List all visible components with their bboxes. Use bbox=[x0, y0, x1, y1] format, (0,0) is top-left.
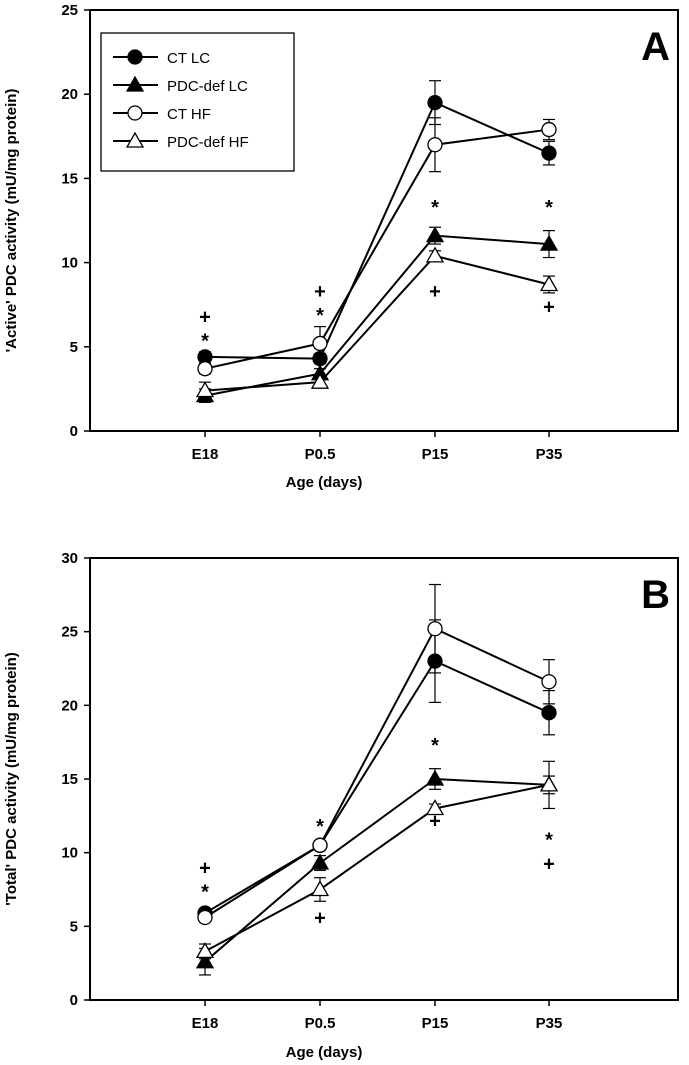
x-tick-label: P35 bbox=[536, 446, 563, 463]
data-point bbox=[425, 769, 445, 786]
panel-label: A bbox=[641, 25, 670, 69]
series-pdc-def-hf bbox=[195, 246, 559, 400]
x-tick-label: P0.5 bbox=[305, 1015, 336, 1032]
data-point bbox=[197, 909, 213, 926]
x-tick-label: P35 bbox=[536, 1015, 563, 1032]
significance-asterisk: * bbox=[545, 829, 553, 851]
legend-marker bbox=[127, 49, 143, 65]
y-axis-label: 'Active' PDC activity (mU/mg protein) bbox=[3, 89, 20, 353]
series-line bbox=[204, 783, 550, 953]
x-axis-label: Age (days) bbox=[286, 474, 363, 491]
x-axis-label: Age (days) bbox=[286, 1044, 363, 1061]
series-pdc-def-lc bbox=[195, 226, 559, 403]
significance-plus: + bbox=[429, 281, 441, 303]
panel-a: 0 5 10 15 20 25 E18 P0.5 P15 P35 Age (days) 'Active… bbox=[3, 2, 679, 491]
data-point bbox=[539, 275, 559, 292]
legend-label: CT LC bbox=[167, 50, 210, 67]
significance-plus: + bbox=[543, 853, 555, 875]
data-point bbox=[541, 145, 557, 161]
data-point bbox=[425, 226, 445, 243]
series-line bbox=[204, 627, 550, 919]
series-ct-lc bbox=[197, 80, 557, 367]
x-tick-label: P15 bbox=[422, 1015, 449, 1032]
significance-plus: + bbox=[314, 907, 326, 929]
series-line bbox=[204, 128, 550, 370]
significance-asterisk: * bbox=[316, 816, 324, 838]
series-ct-hf bbox=[197, 583, 557, 926]
y-tick-label: 25 bbox=[61, 624, 78, 641]
legend-label: CT HF bbox=[167, 106, 211, 123]
data-point bbox=[541, 121, 557, 138]
data-point bbox=[310, 880, 330, 897]
legend-marker bbox=[125, 131, 145, 148]
y-tick-label: 10 bbox=[61, 255, 78, 272]
data-point bbox=[312, 335, 328, 352]
series-ct-lc bbox=[197, 619, 557, 921]
series-pdc-def-lc bbox=[195, 768, 559, 976]
series-ct-hf bbox=[197, 117, 557, 377]
y-tick-label: 15 bbox=[61, 170, 78, 187]
y-tick-label: 25 bbox=[61, 2, 78, 19]
x-tick-label: E18 bbox=[192, 446, 219, 463]
data-point bbox=[197, 361, 213, 377]
legend-marker bbox=[125, 75, 145, 92]
data-point bbox=[427, 137, 443, 153]
y-axis-label: 'Total' PDC activity (mU/mg protein) bbox=[3, 652, 20, 906]
panel-b: 0 5 10 15 20 25 30 E18 P0.5 P15 P35 Age (days) 'Tota… bbox=[3, 550, 679, 1061]
series-line bbox=[204, 659, 550, 914]
legend-marker bbox=[127, 105, 143, 121]
panel-label: B bbox=[641, 573, 670, 617]
y-tick-label: 10 bbox=[61, 845, 78, 862]
series-line bbox=[204, 234, 550, 397]
data-point bbox=[541, 705, 557, 721]
y-tick-label: 5 bbox=[70, 339, 78, 356]
data-point bbox=[195, 381, 215, 398]
data-point bbox=[427, 621, 443, 637]
y-tick-label: 30 bbox=[61, 550, 78, 567]
y-tick-label: 0 bbox=[70, 423, 78, 440]
series-line bbox=[204, 254, 550, 392]
x-tick-label: P15 bbox=[422, 446, 449, 463]
data-point bbox=[195, 942, 215, 959]
y-tick-label: 0 bbox=[70, 992, 78, 1009]
significance-plus: + bbox=[543, 296, 555, 318]
data-point bbox=[425, 246, 445, 263]
legend: CT LC PDC-def LC CT HF PDC-def HF bbox=[100, 32, 295, 172]
plot-frame bbox=[89, 557, 679, 1001]
significance-asterisk: * bbox=[201, 330, 209, 352]
significance-asterisk: * bbox=[431, 197, 439, 219]
data-point bbox=[539, 775, 559, 792]
series-pdc-def-hf bbox=[195, 760, 559, 960]
significance-plus: + bbox=[199, 857, 211, 879]
legend-label: PDC-def LC bbox=[167, 78, 248, 95]
data-point bbox=[541, 674, 557, 690]
significance-asterisk: * bbox=[316, 305, 324, 327]
significance-plus: + bbox=[429, 810, 441, 832]
data-point bbox=[425, 799, 445, 816]
y-tick-label: 15 bbox=[61, 771, 78, 788]
significance-asterisk: * bbox=[545, 197, 553, 219]
data-point bbox=[195, 952, 215, 969]
significance-plus: + bbox=[199, 306, 211, 328]
y-tick-label: 5 bbox=[70, 918, 78, 935]
significance-asterisk: * bbox=[201, 881, 209, 903]
x-tick-label: E18 bbox=[192, 1015, 219, 1032]
y-tick-label: 20 bbox=[61, 697, 78, 714]
series-line bbox=[204, 777, 550, 963]
data-point bbox=[310, 853, 330, 870]
data-point bbox=[312, 837, 328, 853]
plot-frame bbox=[89, 9, 679, 432]
series-line bbox=[204, 101, 550, 360]
y-tick-label: 20 bbox=[61, 86, 78, 103]
data-point bbox=[310, 372, 330, 389]
significance-asterisk: * bbox=[431, 735, 439, 757]
x-tick-label: P0.5 bbox=[305, 446, 336, 463]
significance-plus: + bbox=[314, 281, 326, 303]
data-point bbox=[427, 94, 443, 111]
legend-label: PDC-def HF bbox=[167, 134, 249, 151]
data-point bbox=[539, 234, 559, 251]
